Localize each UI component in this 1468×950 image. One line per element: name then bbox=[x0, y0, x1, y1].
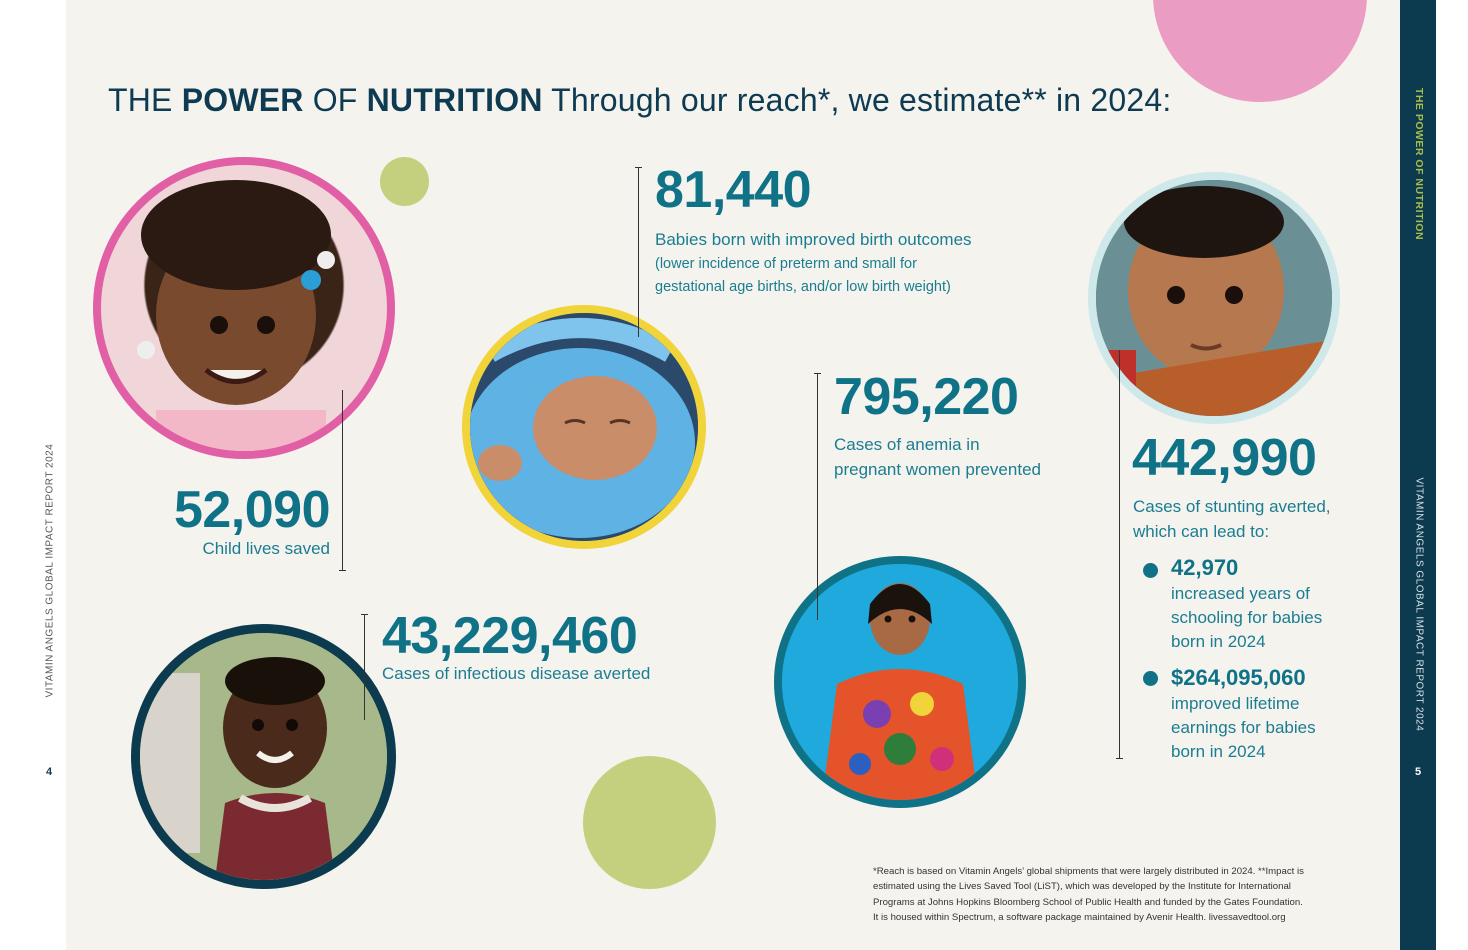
schooling-value: 42,970 bbox=[1171, 555, 1239, 580]
footnote: *Reach is based on Vitamin Angels’ globa… bbox=[873, 864, 1353, 926]
child-lives-label: Child lives saved bbox=[202, 539, 330, 558]
bullet-earnings bbox=[1143, 671, 1158, 686]
woman-illustration bbox=[782, 564, 1018, 800]
births-label: Babies born with improved birth outcomes bbox=[655, 230, 972, 249]
anemia-label-line2: pregnant women prevented bbox=[834, 460, 1041, 479]
page-headline: THE POWER OF NUTRITION Through our reach… bbox=[108, 82, 1172, 118]
anemia-value: 795,220 bbox=[834, 368, 1019, 426]
photo-woman-embroidered-blouse bbox=[774, 556, 1026, 808]
footnote-line: *Reach is based on Vitamin Angels’ globa… bbox=[873, 866, 1304, 877]
lime-small-circle bbox=[380, 157, 429, 206]
footnote-line: Programs at Johns Hopkins Bloomberg Scho… bbox=[873, 896, 1303, 908]
earnings-value: $264,095,060 bbox=[1171, 665, 1306, 690]
girl-face-illustration bbox=[137, 180, 335, 451]
photo-newborn-blanket bbox=[462, 305, 706, 549]
stunting-label-line1: Cases of stunting averted, bbox=[1133, 497, 1331, 516]
infectious-tick bbox=[361, 614, 368, 615]
schooling-line3: born in 2024 bbox=[1171, 632, 1266, 651]
stunting-label-line2: which can lead to: bbox=[1133, 522, 1270, 541]
newborn-illustration bbox=[470, 313, 698, 541]
child-lives-value: 52,090 bbox=[173, 481, 331, 539]
bullet-schooling bbox=[1143, 563, 1158, 578]
schooling-line1: increased years of bbox=[1171, 584, 1310, 603]
footnote-line: estimated using the Lives Saved Tool (Li… bbox=[873, 881, 1291, 893]
births-connector bbox=[638, 167, 639, 337]
anemia-label-line1: Cases of anemia in bbox=[834, 435, 980, 454]
right-sidebar bbox=[1400, 0, 1436, 950]
births-value: 81,440 bbox=[655, 161, 812, 219]
lime-large-circle bbox=[583, 756, 716, 889]
births-note-line2: gestational age births, and/or low birth… bbox=[655, 279, 951, 295]
births-tick bbox=[635, 167, 642, 168]
boy-illustration bbox=[140, 633, 387, 880]
photo-girl-smiling bbox=[93, 157, 395, 459]
right-page-number: 5 bbox=[1414, 766, 1422, 778]
child-lives-tick bbox=[339, 570, 346, 571]
photo-toddler-chair bbox=[1088, 172, 1340, 424]
sidebar-report-title: VITAMIN ANGELS GLOBAL IMPACT REPORT 2024 bbox=[1413, 477, 1425, 732]
births-note-line1: (lower incidence of preterm and small fo… bbox=[655, 256, 917, 272]
schooling-line2: schooling for babies bbox=[1171, 608, 1323, 627]
sidebar-section-title: THE POWER OF NUTRITION bbox=[1413, 87, 1425, 241]
child-lives-connector bbox=[342, 390, 343, 570]
stunting-tick bbox=[1116, 758, 1123, 759]
earnings-line2: earnings for babies bbox=[1171, 718, 1316, 737]
anemia-tick bbox=[814, 373, 821, 374]
infectious-value: 43,229,460 bbox=[382, 607, 638, 665]
anemia-connector bbox=[817, 373, 818, 620]
photo-boy-smiling bbox=[131, 624, 396, 889]
toddler-illustration bbox=[1096, 180, 1332, 416]
stunting-connector bbox=[1119, 350, 1120, 758]
earnings-line3: born in 2024 bbox=[1171, 742, 1266, 761]
infectious-label: Cases of infectious disease averted bbox=[382, 664, 651, 683]
stunting-value: 442,990 bbox=[1132, 429, 1317, 487]
earnings-line1: improved lifetime bbox=[1171, 694, 1300, 713]
left-page-number: 4 bbox=[45, 766, 53, 778]
footnote-line: It is housed within Spectrum, a software… bbox=[873, 912, 1286, 924]
infectious-connector bbox=[364, 614, 365, 720]
left-report-title: VITAMIN ANGELS GLOBAL IMPACT REPORT 2024 bbox=[44, 443, 56, 698]
